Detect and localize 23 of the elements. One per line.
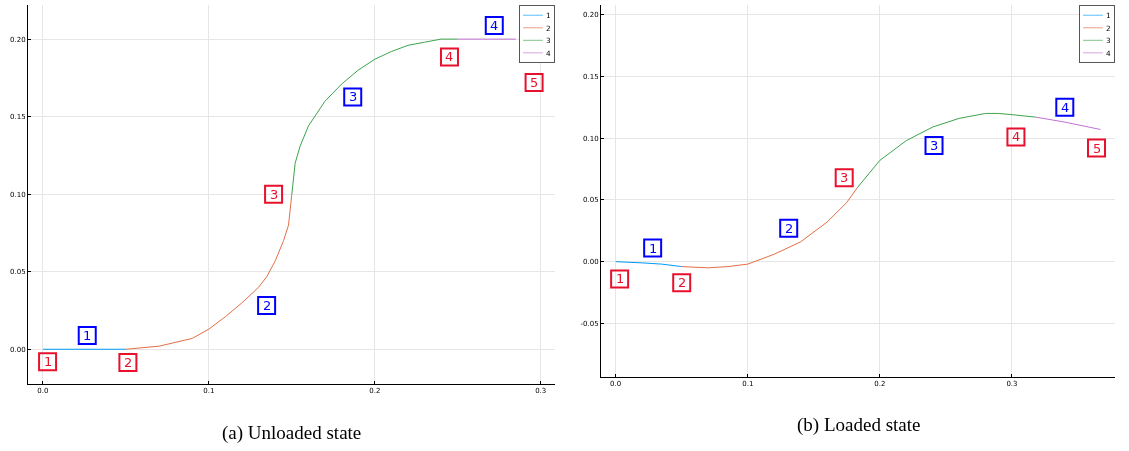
annotation: 2 [785, 221, 794, 236]
annotation: 2 [124, 355, 133, 370]
annotation: 3 [930, 138, 939, 153]
annotation: 2 [263, 298, 272, 313]
annotation: 4 [1012, 129, 1021, 144]
annotation: 5 [530, 75, 539, 90]
line-series [291, 38, 459, 195]
text: (b) Loaded state [797, 414, 921, 436]
text: (a) Unloaded state [222, 422, 362, 444]
annotation: 3 [270, 187, 279, 202]
annotation: 3 [349, 89, 358, 104]
annotation: 4 [445, 49, 454, 64]
line-series [681, 187, 858, 269]
annotation: 1 [44, 354, 53, 369]
line-series [856, 112, 1037, 189]
annotation: 4 [490, 18, 499, 33]
annotation: 1 [649, 241, 658, 256]
annotation: 2 [678, 275, 687, 290]
annotation: 1 [616, 271, 625, 286]
annotation: 1 [83, 328, 92, 343]
annotation: 4 [1061, 100, 1070, 115]
annotation: 5 [1093, 141, 1102, 156]
annotation: 3 [840, 170, 849, 185]
